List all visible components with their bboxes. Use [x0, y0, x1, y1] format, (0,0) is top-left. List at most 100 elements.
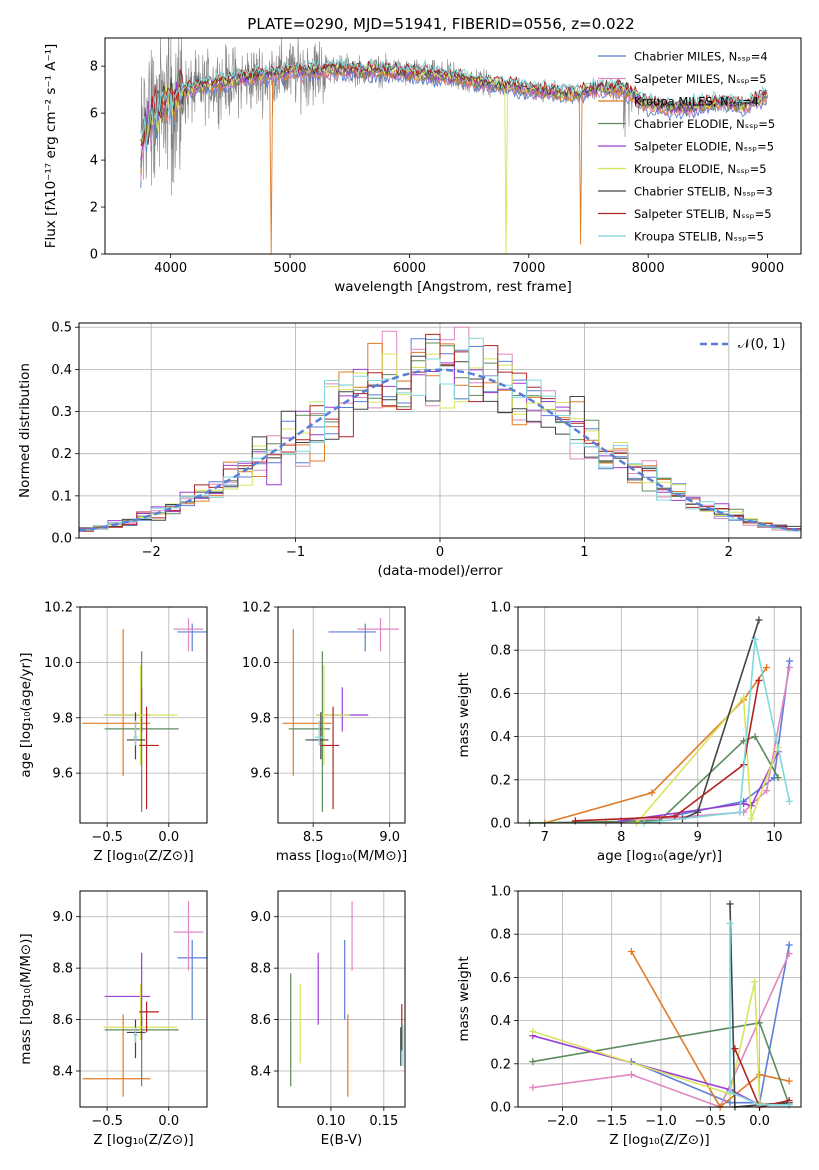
legend-label: Chabrier ELODIE, Nₛₛₚ=5 — [634, 117, 775, 131]
y-tick-label: 2 — [90, 201, 98, 216]
legend-label: Salpeter ELODIE, Nₛₛₚ=5 — [634, 140, 774, 154]
axes-frame — [104, 37, 802, 255]
x-tick-label: 0.0 — [749, 1114, 770, 1129]
y-axis-label: mass weight — [456, 956, 472, 1041]
y-tick-label: 9.6 — [250, 767, 271, 782]
y-tick-label: 10.0 — [44, 656, 73, 671]
mass-vs-metallicity-panel: −0.5 0.0 8.4 8.6 8.8 9.0 Z [log₁₀(Z/Z⊙)] mass [… — [18, 890, 208, 1148]
y-axis-label: mass [log₁₀(M/M⊙)] — [18, 933, 34, 1064]
error-bar-point — [126, 712, 146, 760]
axes-frame — [79, 606, 208, 824]
x-tick-label: −2 — [142, 545, 161, 560]
axes-frame — [78, 322, 802, 539]
x-tick-label: 6000 — [393, 261, 426, 276]
y-axis-label: mass weight — [456, 672, 472, 757]
y-tick-label: 0 — [90, 248, 98, 263]
y-tick-label: 8.8 — [52, 962, 73, 977]
x-tick-label: 9.0 — [379, 830, 400, 845]
weight-line — [544, 667, 768, 824]
x-tick-label: 10 — [766, 830, 783, 845]
weight-line — [659, 660, 791, 820]
weight-series — [633, 694, 782, 827]
error-bar-point — [104, 952, 151, 1041]
x-tick-label: 7 — [541, 830, 549, 845]
y-tick-label: 0.0 — [490, 1101, 511, 1116]
legend-label: 𝒩(0, 1) — [738, 337, 785, 352]
y-tick-label: 0.4 — [51, 363, 72, 378]
y-tick-label: 10.0 — [242, 656, 271, 671]
y-tick-label: 6 — [90, 107, 98, 122]
axes-frame — [277, 606, 406, 824]
legend-label: Kroupa MILES, Nₛₛₚ=4 — [634, 95, 759, 109]
x-tick-label: −0.5 — [91, 830, 123, 845]
x-axis-label: Z [log₁₀(Z/Z⊙)] — [93, 1132, 193, 1148]
spectrum-model-line — [140, 64, 768, 168]
axes-frame — [517, 606, 802, 824]
legend-label: Salpeter STELIB, Nₛₛₚ=5 — [634, 207, 772, 221]
y-tick-label: 9.8 — [52, 711, 73, 726]
y-tick-label: 1.0 — [490, 885, 511, 900]
age-vs-mass-panel: 8.5 9.0 9.6 9.8 10.0 10.2 mass [log₁₀(M/M⊙)] — [242, 601, 407, 865]
weight-series — [541, 663, 771, 827]
error-bar-point — [133, 1027, 138, 1043]
x-tick-label: 0.10 — [316, 1114, 345, 1129]
error-bar-point — [357, 618, 399, 652]
y-tick-label: 0.4 — [490, 1014, 511, 1029]
y-tick-label: 8.8 — [250, 962, 271, 977]
error-bar-point — [126, 1019, 146, 1059]
legend: Chabrier MILES, Nₛₛₚ=4 Salpeter MILES, Nₛ… — [598, 50, 775, 244]
y-tick-label: 0.4 — [490, 730, 511, 745]
weight-line — [532, 953, 790, 1109]
plot-area-8 — [529, 900, 793, 1111]
weight-line — [644, 639, 791, 824]
x-tick-label: 9 — [694, 830, 702, 845]
mass-weight-vs-metallicity-panel: −2.0 −1.5 −1.0 −0.5 0.0 0.0 0.2 0.4 0.6 0.8 1.0 Z [… — [456, 885, 802, 1148]
y-axis-label: Normed distribution — [17, 363, 33, 498]
y-tick-label: 0.6 — [490, 971, 511, 986]
y-tick-label: 0.2 — [490, 1057, 511, 1072]
y-tick-label: 4 — [90, 154, 98, 169]
x-axis-label: Z [log₁₀(Z/Z⊙)] — [93, 848, 193, 864]
error-bar-point — [103, 665, 178, 765]
y-axis-label: age [log₁₀(age/yr)] — [18, 652, 34, 777]
error-bar-point — [288, 651, 331, 812]
weight-line — [621, 751, 779, 822]
x-tick-label: −1.0 — [645, 1114, 677, 1129]
plot-area-7 — [290, 901, 404, 1097]
error-bar-point — [177, 939, 207, 1020]
plot-area-4 — [282, 618, 399, 812]
error-bar-point — [328, 623, 376, 652]
plot-area-2 — [78, 326, 802, 532]
y-tick-label: 0.0 — [51, 532, 72, 547]
weight-line — [532, 981, 761, 1103]
x-tick-label: 8000 — [632, 261, 665, 276]
error-bar-point — [314, 720, 324, 746]
x-tick-label: −1.5 — [596, 1114, 628, 1129]
x-tick-label: 0.15 — [369, 1114, 398, 1129]
y-tick-label: 0.8 — [490, 644, 511, 659]
histogram-step-line — [79, 337, 801, 532]
x-tick-label: 0.0 — [158, 830, 179, 845]
y-tick-label: 10.2 — [44, 601, 73, 616]
error-bar-point — [305, 712, 329, 760]
legend-label: Chabrier MILES, Nₛₛₚ=4 — [634, 50, 768, 64]
y-tick-label: 9.0 — [52, 910, 73, 925]
plot-area-5 — [525, 616, 794, 827]
y-tick-label: 1.0 — [490, 601, 511, 616]
plot-area-1 — [140, 37, 768, 255]
weight-series — [571, 676, 763, 825]
error-bar-point — [173, 901, 204, 971]
y-tick-label: 0.2 — [490, 773, 511, 788]
x-tick-label: 2 — [725, 545, 733, 560]
x-tick-label: 0.0 — [158, 1114, 179, 1129]
axes-frame — [517, 890, 802, 1108]
legend-label: Kroupa ELODIE, Nₛₛₚ=5 — [634, 162, 767, 176]
y-tick-label: 8.4 — [250, 1065, 271, 1080]
x-axis-label: wavelength [Angstrom, rest frame] — [334, 279, 572, 295]
x-tick-label: 4000 — [154, 261, 187, 276]
error-bar-point — [104, 687, 151, 732]
error-bar-point — [139, 706, 159, 810]
x-tick-label: 7000 — [512, 261, 545, 276]
x-axis-label: E(B-V) — [321, 1132, 363, 1148]
